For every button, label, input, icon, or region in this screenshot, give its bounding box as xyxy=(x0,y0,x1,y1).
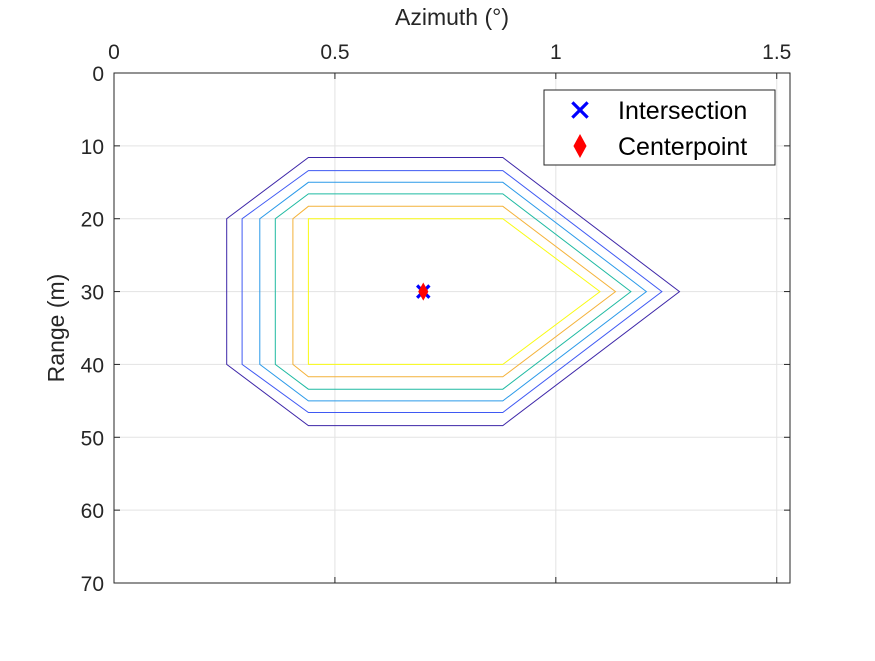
x-stroke xyxy=(571,101,589,119)
y-tick-label: 0 xyxy=(92,63,104,86)
y-tick-label: 70 xyxy=(81,573,104,596)
legend: Intersection Centerpoint xyxy=(543,89,776,166)
legend-label: Centerpoint xyxy=(618,133,747,161)
marker-layer xyxy=(416,282,431,301)
y-tick-label: 30 xyxy=(81,282,104,305)
y-tick-label: 20 xyxy=(81,209,104,232)
legend-label: Intersection xyxy=(618,97,747,125)
contour-line-4 xyxy=(274,193,632,390)
y-tick-label: 40 xyxy=(81,354,104,377)
legend-entry-intersection: Intersection xyxy=(571,97,747,125)
y-axis: 0 10 20 30 40 50 60 70 xyxy=(81,63,790,596)
centerpoint-marker xyxy=(418,282,429,301)
contour-line-1 xyxy=(226,157,681,427)
y-axis-label: Range (m) xyxy=(43,274,69,383)
x-tick-label: 0.5 xyxy=(320,41,349,64)
x-tick-label: 1 xyxy=(550,41,562,64)
contour-line-5 xyxy=(292,205,617,378)
contour-line-3 xyxy=(259,181,648,402)
x-tick-label: 0 xyxy=(108,41,120,64)
contour-layer xyxy=(226,157,681,427)
y-tick-label: 10 xyxy=(81,136,104,159)
plot-border xyxy=(113,72,791,584)
x-axis: 0 0.5 1 1.5 xyxy=(108,41,791,583)
legend-entry-centerpoint: Centerpoint xyxy=(573,133,747,161)
x-axis-label: Azimuth (°) xyxy=(395,4,509,30)
legend-diamond-icon xyxy=(573,133,587,159)
x-tick-label: 1.5 xyxy=(762,41,791,64)
contour-line-2 xyxy=(241,170,663,413)
y-tick-label: 60 xyxy=(81,500,104,523)
legend-x-icon xyxy=(571,101,589,119)
contour-line-6 xyxy=(307,218,601,365)
y-tick-label: 50 xyxy=(81,427,104,450)
